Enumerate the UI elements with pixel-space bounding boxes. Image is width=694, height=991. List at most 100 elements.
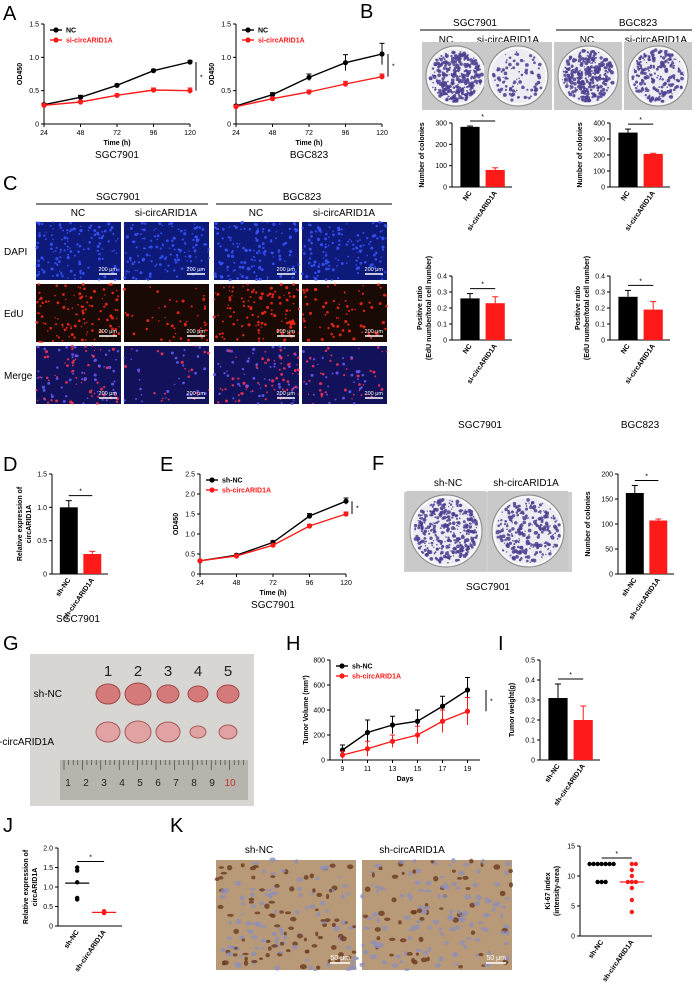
colony-dot [517,550,522,555]
cell-nucleus [45,231,48,233]
colony-dot [635,59,639,63]
colony-dot [549,525,551,527]
stained-cell [454,962,459,966]
colony-dot [456,520,461,525]
colony-dot [446,89,451,93]
cell-nucleus [117,295,120,298]
colony-dot [465,552,468,555]
cell-nucleus [190,368,194,372]
stained-cell [308,965,313,971]
stained-cell [325,893,330,900]
colony-dot [505,66,509,70]
colony-dot [566,80,569,82]
stained-cell [341,894,346,899]
colony-dot [472,61,477,66]
cell-nucleus [319,326,321,329]
colony-dot [540,512,542,515]
colony-dot [649,59,652,61]
colony-dot [438,502,442,506]
colony-dot [593,51,597,56]
cell-nucleus [129,260,132,262]
colony-dot [433,546,435,548]
colony-dot [444,55,447,57]
stained-cell [270,872,276,876]
stained-cell [409,895,413,902]
cell-nucleus [220,261,224,265]
colony-dot [538,543,543,548]
cell-nucleus [336,246,340,250]
colony-dot [569,75,574,80]
cell-nucleus [288,250,293,254]
cell-nucleus [70,370,73,373]
colony-dot [589,81,592,84]
y-tick-label: 0.1 [595,322,605,329]
y-tick-label: 1.5 [43,865,53,872]
cell-nucleus [38,340,41,343]
cell-nucleus [167,398,170,401]
colony-dot [682,74,685,76]
colony-dot [649,74,652,76]
stained-cell [363,926,370,930]
data-point [629,861,635,867]
colony-dot [451,526,456,531]
cell-nucleus [40,256,44,260]
cell-nucleus [114,308,117,311]
colony-dot [642,69,645,72]
cell-nucleus [77,250,80,254]
cell-nucleus [195,271,197,274]
cell-nucleus [262,246,265,250]
y-axis-title-line: (intensity-area) [554,866,561,916]
cell-nucleus [326,393,329,396]
cell-nucleus [229,236,232,239]
stained-cell [346,955,352,959]
colony-dot [426,547,429,550]
y-tick-label: 0.3 [437,290,447,297]
colony-dot [527,528,532,533]
colony-dot [539,510,542,513]
colony-dot [431,544,434,547]
colony-dot [517,509,519,511]
cell-nucleus [62,400,66,403]
stained-cell [374,927,381,932]
stained-cell [360,893,365,899]
colony-dot [606,71,609,74]
cell-nucleus [69,269,73,273]
cell-nucleus [359,261,363,265]
cell-nucleus [358,383,361,386]
cell-nucleus [75,313,78,316]
cell-nucleus [176,361,179,364]
colony-dot [610,80,615,85]
stained-cell [376,936,381,941]
y-axis-title: Relative expression of circARID1A [17,486,33,561]
cell-nucleus [166,389,170,393]
cell-nucleus [69,400,73,404]
cell-nucleus [225,399,229,403]
cell-nucleus [266,294,270,297]
data-point [197,558,203,564]
cell-nucleus [159,247,162,250]
cell-nucleus [90,224,93,227]
colony-dot [582,60,585,63]
cell-nucleus [117,237,119,240]
cell-nucleus [321,262,325,267]
y-axis-title-line: (EdU number/total cell number) [426,256,433,360]
colony-dot [515,51,518,53]
stained-cell [379,887,386,891]
cell-nucleus [217,362,220,365]
colony-dot [519,58,524,63]
cell-nucleus [266,358,270,362]
cell-nucleus [145,327,149,331]
cell-nucleus [370,246,374,250]
cell-nucleus [266,391,268,394]
cell-nucleus [279,345,282,348]
stained-cell [269,857,276,863]
colony-dot [455,515,457,518]
cell-nucleus [297,393,300,396]
stained-cell [277,951,285,954]
stained-cell [261,947,265,950]
cell-nucleus [303,319,306,323]
tumor [95,721,121,743]
stained-cell [482,913,489,917]
cell-nucleus [373,266,377,269]
cell-nucleus [184,229,187,232]
